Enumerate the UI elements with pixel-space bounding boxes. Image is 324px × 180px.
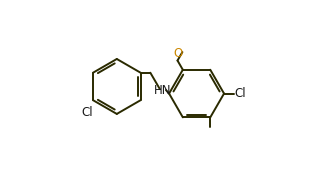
- Text: O: O: [173, 47, 182, 60]
- Text: Cl: Cl: [234, 87, 246, 100]
- Text: HN: HN: [154, 84, 172, 96]
- Text: Cl: Cl: [81, 106, 93, 119]
